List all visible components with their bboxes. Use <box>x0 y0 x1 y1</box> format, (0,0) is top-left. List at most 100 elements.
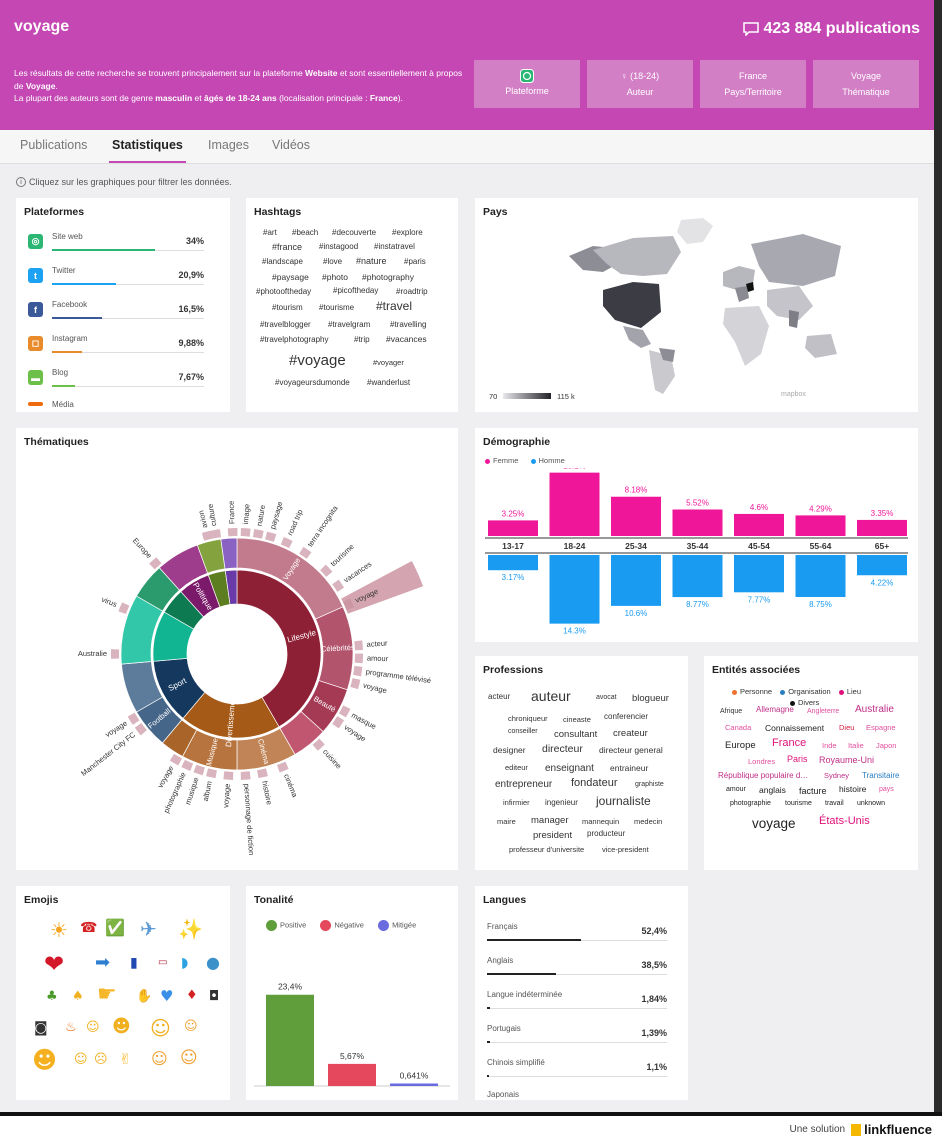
cloud-word[interactable]: maire <box>497 817 516 826</box>
subtopic-segment[interactable] <box>240 771 251 780</box>
voyage-subtopic-segment[interactable] <box>341 561 424 614</box>
subtopic-segment[interactable] <box>181 759 194 771</box>
cloud-word[interactable]: acteur <box>488 692 511 701</box>
themes-widget[interactable]: Thématiques Lifestyle Divertissement Sport… <box>16 428 458 870</box>
female-bar[interactable] <box>795 515 846 536</box>
cloud-word[interactable]: #photo <box>322 272 348 282</box>
cloud-word[interactable]: #beach <box>292 228 319 237</box>
entities-widget[interactable]: Entités associées Personne Organisation … <box>704 656 918 870</box>
cloud-word[interactable]: #wanderlust <box>367 378 411 387</box>
check-icon[interactable]: ✅ <box>105 918 125 937</box>
cloud-word[interactable]: conferencier <box>604 712 649 721</box>
languages-widget[interactable]: Langues Français 52,4% Anglais 38,5% Langue … <box>475 886 688 1100</box>
cloud-word[interactable]: #travelling <box>390 320 427 329</box>
subtopic-segment[interactable] <box>193 764 205 776</box>
cloud-word[interactable]: anglais <box>759 785 786 795</box>
cloud-word[interactable]: mannequin <box>582 817 620 826</box>
cloud-word[interactable]: #voyage <box>289 352 346 369</box>
female-bar[interactable] <box>611 496 661 536</box>
praying-hands-icon[interactable]: ✌ <box>119 1050 132 1068</box>
sentiment-bar[interactable] <box>328 1063 376 1086</box>
cloud-word[interactable]: directeur general <box>599 745 663 755</box>
cloud-word[interactable]: #roadtrip <box>396 287 428 296</box>
cloud-word[interactable]: #vacances <box>386 334 427 344</box>
cloud-word[interactable]: France <box>772 737 807 749</box>
telephone-icon[interactable]: ☎ <box>80 920 98 936</box>
male-bar[interactable] <box>795 555 846 597</box>
smiling-hearts-icon[interactable]: ☺ <box>180 1048 198 1068</box>
subtopic-segment[interactable] <box>354 640 363 651</box>
platform-row[interactable]: ▬ Blog 7,67% <box>28 366 204 396</box>
cloud-word[interactable]: consultant <box>554 729 598 740</box>
cloud-word[interactable]: Angleterre <box>807 708 840 715</box>
cloud-word[interactable]: #trip <box>354 335 370 344</box>
hashtags-widget[interactable]: Hashtags #art #beach #decouverte #explore #f… <box>246 198 458 412</box>
subtopic-segment[interactable] <box>320 564 333 577</box>
cloud-word[interactable]: #photography <box>362 272 414 282</box>
cloud-word[interactable]: ingenieur <box>545 798 578 807</box>
camera-icon[interactable]: ◘ <box>209 989 220 1004</box>
language-row[interactable]: Français 52,4% <box>487 922 667 952</box>
subtopic-segment[interactable] <box>134 723 147 736</box>
cloud-word[interactable]: #france <box>272 242 303 252</box>
cloud-word[interactable]: #travelphotography <box>260 335 329 344</box>
cloud-word[interactable]: #voyageursdumonde <box>275 378 350 387</box>
cloud-word[interactable]: auteur <box>531 688 571 704</box>
subtopic-segment[interactable] <box>210 529 221 539</box>
male-bar[interactable] <box>672 555 723 598</box>
cloud-word[interactable]: Canada <box>725 723 752 732</box>
cloud-word[interactable]: Japon <box>876 741 897 750</box>
cloud-word[interactable]: Dieu <box>839 723 855 732</box>
grin-icon[interactable]: ☺ <box>86 1020 100 1035</box>
heart-eyes-icon[interactable]: ☻ <box>32 1046 58 1074</box>
cloud-word[interactable]: createur <box>613 728 648 739</box>
sentiment-bar[interactable] <box>390 1083 438 1086</box>
cloud-word[interactable]: #travelblogger <box>260 320 311 329</box>
tab-videos[interactable]: Vidéos <box>272 138 310 152</box>
sparkles-icon[interactable]: ✨ <box>178 917 203 941</box>
cloud-word[interactable]: #landscape <box>262 257 303 266</box>
wave-icon[interactable]: ◗ <box>181 955 189 971</box>
globe-icon[interactable]: ● <box>206 953 220 972</box>
tab-statistiques[interactable]: Statistiques <box>112 138 183 152</box>
subtopic-segment[interactable] <box>201 530 213 541</box>
male-bar[interactable] <box>549 555 600 624</box>
sentiment-chart[interactable]: 23,4% 5,67% 0,641% <box>246 976 458 1091</box>
fire-icon[interactable]: ♨ <box>65 1020 77 1035</box>
cloud-word[interactable]: directeur <box>542 743 583 755</box>
cloud-word[interactable]: Allemagne <box>756 705 794 714</box>
cloud-word[interactable]: avocat <box>596 694 617 701</box>
male-bar[interactable] <box>488 555 538 571</box>
summary-card-author[interactable]: ♀ (18-24) Auteur <box>587 60 693 108</box>
female-bar[interactable] <box>488 520 538 536</box>
cloud-word[interactable]: fondateur <box>571 777 618 789</box>
cloud-word[interactable]: #paysage <box>272 272 309 282</box>
cloud-word[interactable]: enseignant <box>545 763 594 774</box>
theme-outer-segment[interactable] <box>220 537 238 570</box>
language-row[interactable]: Langue indéterminée 1,84% <box>487 990 667 1020</box>
cloud-word[interactable]: manager <box>531 815 569 826</box>
cloud-word[interactable]: Sydney <box>824 771 850 780</box>
female-bar[interactable] <box>734 513 784 536</box>
cloud-word[interactable]: République populaire d… <box>718 771 809 780</box>
summary-card-country[interactable]: France Pays/Territoire <box>700 60 806 108</box>
palm-tree-icon[interactable]: ♣ <box>46 989 58 1004</box>
cloud-word[interactable]: Connaissement <box>765 723 825 733</box>
male-bar[interactable] <box>734 555 784 593</box>
demographics-chart[interactable]: 3.25% 3.17% 13-17 13.2% 14.3% 18-24 8.18% 10.6%… <box>475 468 918 638</box>
cloud-word[interactable]: #decouverte <box>332 228 377 237</box>
male-bar[interactable] <box>857 555 907 576</box>
tab-images[interactable]: Images <box>208 138 249 152</box>
summary-card-theme[interactable]: Voyage Thématique <box>813 60 919 108</box>
cloud-word[interactable]: tourisme <box>785 800 812 807</box>
subtopic-segment[interactable] <box>332 716 345 729</box>
crying-icon[interactable]: ☹ <box>94 1052 108 1067</box>
world-map[interactable] <box>563 216 843 396</box>
cloud-word[interactable]: Paris <box>787 754 808 764</box>
subtopic-segment[interactable] <box>257 768 268 779</box>
cloud-word[interactable]: photographie <box>730 800 771 807</box>
cloud-word[interactable]: Afrique <box>720 708 743 715</box>
subtopic-segment[interactable] <box>312 738 325 751</box>
sentiment-widget[interactable]: Tonalité Positive Négative Mitigée 23,4%… <box>246 886 458 1100</box>
right-arrow-icon[interactable]: ➡ <box>95 952 111 973</box>
